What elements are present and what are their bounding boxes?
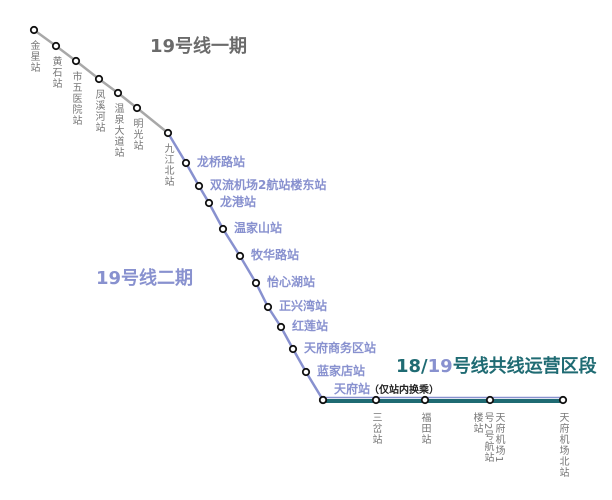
station-label: 怡心湖站: [267, 275, 316, 289]
station-label: 福田站: [419, 412, 430, 445]
station-label: 蓝家店站: [317, 364, 366, 378]
phase2-title: 19号线二期: [96, 268, 194, 289]
transfer-note: （仅站内换乘）: [369, 385, 439, 396]
station-label: 凤溪河站: [93, 89, 104, 133]
station-label: 红莲站: [292, 319, 329, 333]
station-label: 温泉大道站: [112, 103, 123, 158]
station-label: 天府机场北站: [557, 412, 568, 478]
station-label: 金星站: [28, 40, 39, 73]
station-label: 市五医院站: [70, 71, 81, 126]
station-label: 三岔站: [370, 412, 381, 445]
station-dot: [113, 88, 123, 98]
station-dot: [132, 103, 142, 113]
station-label: 双流机场2航站楼东站: [210, 178, 327, 192]
station-label: 温家山站: [234, 221, 283, 235]
phase2-line: [166, 132, 325, 401]
shared-title: 18/19号线共线运营区段: [396, 352, 597, 378]
station-label: 牧华路站: [251, 248, 300, 262]
station-dot: [163, 128, 173, 138]
station-label: 明光站: [131, 118, 142, 151]
station-label: 龙港站: [220, 195, 257, 209]
station-dot: [288, 344, 298, 354]
station-dot: [301, 367, 311, 377]
station-label: 正兴湾站: [279, 299, 328, 313]
station-dot: [29, 25, 39, 35]
station-dot: [251, 278, 261, 288]
station-dot: [276, 322, 286, 332]
station-dot: [204, 198, 214, 208]
station-dot: [371, 395, 381, 405]
station-dot: [235, 251, 245, 261]
shared-title-suffix: 号线共线运营区段: [452, 356, 597, 377]
station-label: 天府机场1号2号航站楼站: [471, 412, 504, 464]
station-dot: [263, 302, 273, 312]
station-dot: [485, 395, 495, 405]
station-label: 龙桥路站: [197, 155, 246, 169]
station-dot: [94, 74, 104, 84]
station-label: 天府商务区站: [304, 341, 377, 355]
shared-title-num: 19: [427, 356, 453, 377]
station-dot: [318, 395, 328, 405]
station-dot: [218, 224, 228, 234]
station-dot: [51, 41, 61, 51]
phase1-title: 19号线一期: [150, 36, 248, 57]
shared-title-prefix: 18/: [396, 356, 428, 377]
station-dot: [194, 181, 204, 191]
station-dot: [71, 56, 81, 66]
station-label: 天府站: [334, 382, 371, 396]
station-label: 黄石站: [50, 56, 61, 89]
station-dot: [558, 395, 568, 405]
station-label: 九江北站: [162, 143, 173, 187]
station-dot: [181, 158, 191, 168]
station-dot: [420, 395, 430, 405]
